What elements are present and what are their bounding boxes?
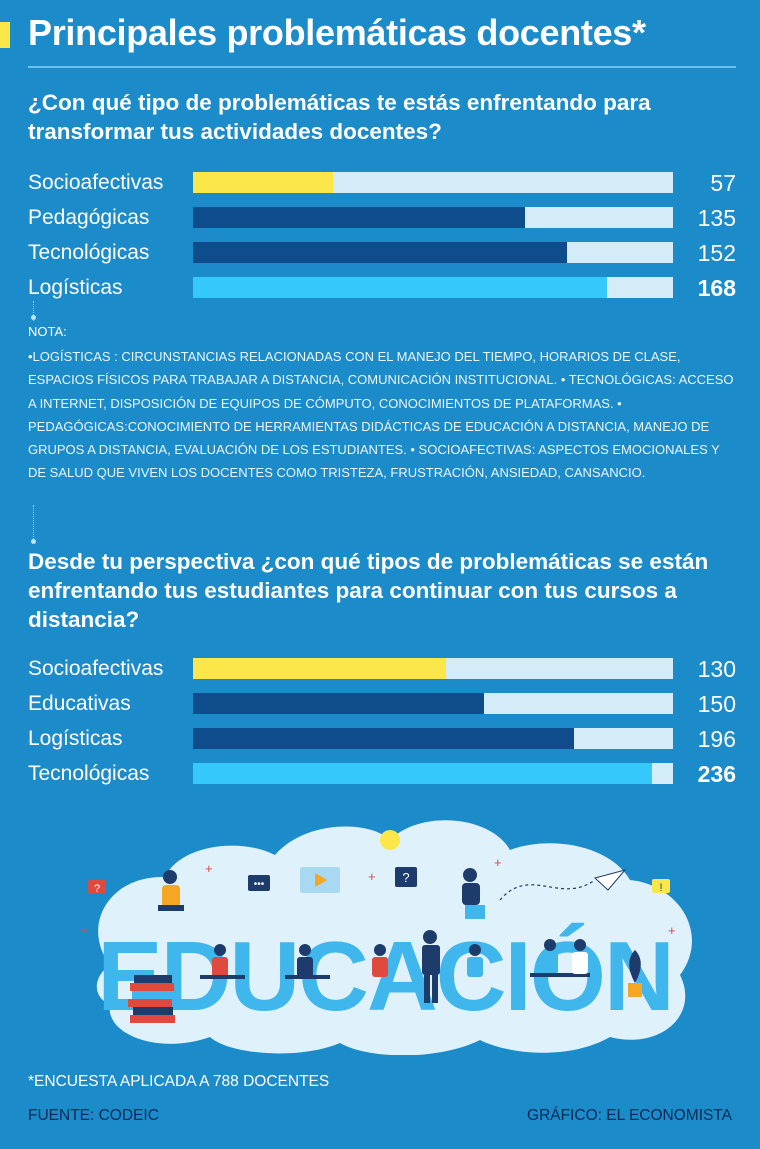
question-students: Desde tu perspectiva ¿con qué tipos de p… — [28, 549, 709, 632]
bar — [193, 207, 526, 228]
survey-footnote: *ENCUESTA APLICADA A 788 DOCENTES — [28, 1073, 330, 1090]
dashed-flight-path — [499, 879, 596, 901]
title-rule — [28, 66, 736, 68]
question-teachers: ¿Con qué tipo de problemáticas te estás … — [28, 90, 651, 144]
bar-value: 57 — [710, 170, 736, 196]
svg-text:+: + — [205, 861, 213, 876]
question-bubble-icon: ? — [88, 880, 106, 895]
note-body: •LOGÍSTICAS : CIRCUNSTANCIAS RELACIONADA… — [28, 349, 734, 481]
leader-dot — [31, 315, 36, 320]
svg-text:!: ! — [659, 882, 662, 894]
svg-text:+: + — [80, 923, 88, 938]
bar-label: Logísticas — [28, 276, 123, 299]
bar-label: Pedagógicas — [28, 206, 150, 229]
bar-row: Educativas 150 — [28, 691, 738, 717]
page-title: Principales problemáticas docentes* — [28, 12, 646, 53]
leader-line — [33, 301, 34, 321]
bar-track — [193, 693, 673, 714]
paper-plane-icon — [593, 869, 627, 891]
bar-track — [193, 242, 673, 263]
note-title: NOTA: — [28, 324, 67, 339]
bar-value: 168 — [697, 275, 736, 301]
bar — [193, 693, 485, 714]
svg-text:+: + — [494, 855, 502, 870]
bar-row: Logísticas 196 — [28, 726, 738, 752]
leader-line — [33, 505, 34, 541]
bar-track — [193, 658, 673, 679]
illustration-cloud-background — [96, 820, 692, 1055]
bar-value: 236 — [697, 761, 736, 787]
bar-label: Logísticas — [28, 727, 123, 750]
desk-workers-figures — [200, 930, 590, 1003]
bar-track — [193, 728, 673, 749]
svg-text:?: ? — [402, 870, 409, 885]
bar-row: Socioafectivas 57 — [28, 170, 738, 196]
leader-dot — [31, 539, 36, 544]
person-reading-figure — [158, 870, 184, 911]
bar-row: Socioafectivas 130 — [28, 656, 738, 682]
bar-label: Educativas — [28, 692, 131, 715]
bar — [193, 658, 446, 679]
bar-value: 135 — [697, 205, 736, 231]
bar — [193, 277, 607, 298]
bar-track — [193, 172, 673, 193]
svg-text:•••: ••• — [254, 879, 265, 890]
bar-row: Tecnológicas 152 — [28, 240, 738, 266]
bar-value: 150 — [697, 691, 736, 717]
svg-text:?: ? — [94, 883, 100, 895]
bar-label: Socioafectivas — [28, 657, 164, 680]
bar-track — [193, 207, 673, 228]
source-credit: FUENTE: CODEIC — [28, 1107, 159, 1124]
bar-label: Socioafectivas — [28, 171, 164, 194]
alert-bubble-icon: ! — [652, 879, 670, 894]
bar-track — [193, 277, 673, 298]
bar — [193, 242, 568, 263]
sun-icon — [380, 830, 400, 850]
question-bubble-icon: ? — [395, 867, 417, 887]
bar-value: 130 — [697, 656, 736, 682]
education-illustration: EDUCACIÓN ? ••• ? ! +++++ — [80, 820, 692, 1055]
bar — [193, 763, 652, 784]
plant-icon — [628, 950, 642, 997]
bar-value: 196 — [697, 726, 736, 752]
graphic-credit: GRÁFICO: EL ECONOMISTA — [527, 1107, 732, 1124]
bar-row: Logísticas 168 — [28, 275, 738, 301]
bar-label: Tecnológicas — [28, 762, 150, 785]
video-play-icon — [300, 867, 340, 893]
svg-text:+: + — [368, 869, 376, 884]
svg-text:+: + — [668, 923, 676, 938]
bar-value: 152 — [697, 240, 736, 266]
bar-row: Tecnológicas 236 — [28, 761, 738, 787]
books-stack-icon — [128, 975, 175, 1023]
title-accent-mark — [0, 22, 10, 48]
person-sitting-figure — [462, 868, 485, 919]
bar-row: Pedagógicas 135 — [28, 205, 738, 231]
bar — [193, 728, 574, 749]
bar-label: Tecnológicas — [28, 241, 150, 264]
chat-bubble-icon: ••• — [248, 875, 270, 891]
bar — [193, 172, 334, 193]
decorative-plus-icons: + + + + + — [80, 855, 676, 938]
bar-track — [193, 763, 673, 784]
